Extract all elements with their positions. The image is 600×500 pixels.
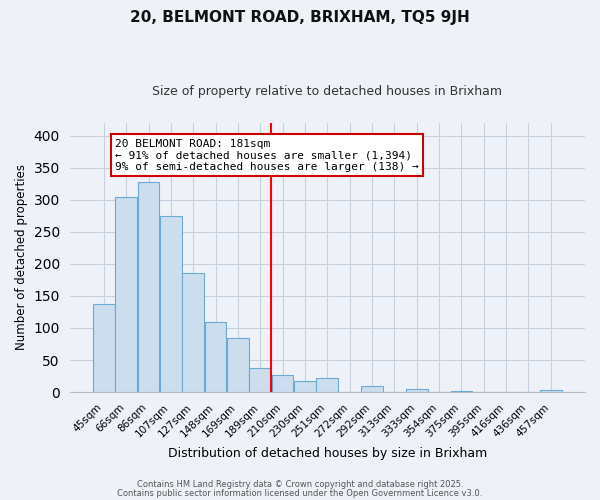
- Bar: [250, 368, 271, 392]
- Bar: [451, 391, 472, 392]
- Bar: [406, 389, 428, 392]
- Text: Contains HM Land Registry data © Crown copyright and database right 2025.: Contains HM Land Registry data © Crown c…: [137, 480, 463, 489]
- Bar: [182, 273, 204, 392]
- Y-axis label: Number of detached properties: Number of detached properties: [15, 164, 28, 350]
- Bar: [138, 182, 160, 392]
- Bar: [115, 196, 137, 392]
- Bar: [227, 338, 249, 392]
- Text: Contains public sector information licensed under the Open Government Licence v3: Contains public sector information licen…: [118, 488, 482, 498]
- Bar: [361, 386, 383, 392]
- Bar: [160, 216, 182, 392]
- Text: 20 BELMONT ROAD: 181sqm
← 91% of detached houses are smaller (1,394)
9% of semi-: 20 BELMONT ROAD: 181sqm ← 91% of detache…: [115, 139, 419, 172]
- X-axis label: Distribution of detached houses by size in Brixham: Distribution of detached houses by size …: [168, 447, 487, 460]
- Bar: [272, 375, 293, 392]
- Bar: [540, 390, 562, 392]
- Bar: [205, 322, 226, 392]
- Bar: [93, 304, 115, 392]
- Bar: [294, 380, 316, 392]
- Title: Size of property relative to detached houses in Brixham: Size of property relative to detached ho…: [152, 85, 502, 98]
- Text: 20, BELMONT ROAD, BRIXHAM, TQ5 9JH: 20, BELMONT ROAD, BRIXHAM, TQ5 9JH: [130, 10, 470, 25]
- Bar: [316, 378, 338, 392]
